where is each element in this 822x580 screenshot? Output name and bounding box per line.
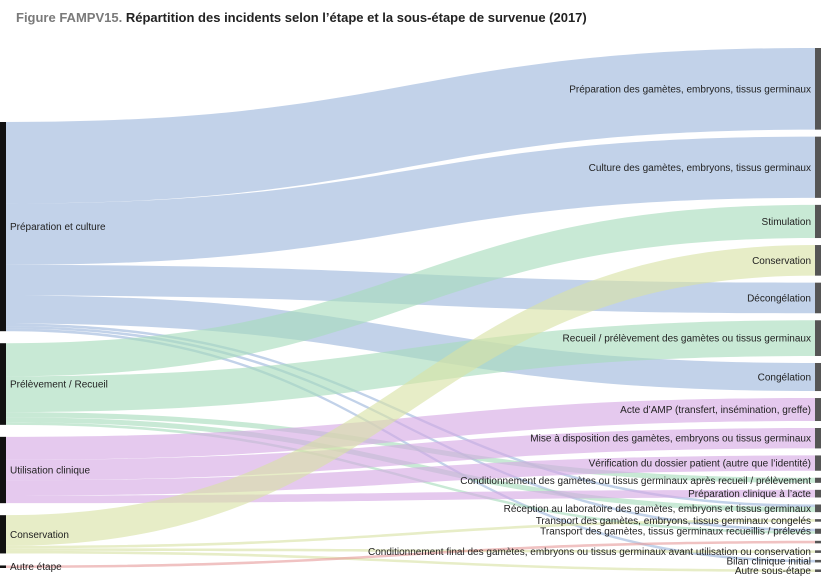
target-label-t_transcong: Transport des gamètes, embryons, tissus …	[536, 516, 811, 527]
target-label-t_prep: Préparation des gamètes, embryons, tissu…	[569, 84, 811, 95]
target-label-t_verif: Vérification du dossier patient (autre q…	[589, 459, 811, 470]
flow-util-to-t_acte	[6, 398, 815, 460]
target-label-t_autre: Autre sous-étape	[735, 566, 812, 577]
target-label-t_mise: Mise à disposition des gamètes, embryons…	[530, 434, 811, 445]
sankey-labels: Préparation et culture Prélèvement / Recu…	[10, 84, 811, 577]
flow-prel-to-t_recueil	[6, 320, 815, 413]
target-node-t_mise	[815, 428, 821, 449]
source-node-prep	[0, 122, 6, 332]
target-node-t_condrec	[815, 477, 821, 483]
source-node-cons	[0, 515, 6, 554]
target-node-t_transcong	[815, 519, 821, 522]
flow-util-to-t_verif	[6, 455, 815, 496]
figure-title: Figure FAMPV15. Répartition des incident…	[16, 10, 587, 25]
flow-prep-to-t_recept	[6, 323, 815, 508]
target-node-t_cons	[815, 245, 821, 276]
source-label-util: Utilisation clinique	[10, 466, 90, 477]
target-node-t_stim	[815, 204, 821, 239]
source-label-autre: Autre étape	[10, 562, 62, 573]
target-label-t_condfin: Conditionnement final des gamètes, embry…	[368, 547, 811, 558]
source-node-util	[0, 436, 6, 504]
target-node-t_decong	[815, 282, 821, 314]
target-label-t_cong: Congélation	[758, 373, 811, 384]
target-node-t_cult	[815, 136, 821, 198]
target-node-t_bilan	[815, 559, 821, 563]
target-label-t_stim: Stimulation	[762, 217, 811, 228]
source-node-autre	[0, 565, 6, 568]
target-label-t_cult: Culture des gamètes, embryons, tissus ge…	[589, 163, 811, 174]
target-label-t_recueil: Recueil / prélèvement des gamètes ou tis…	[563, 334, 811, 345]
target-node-t_prepclin	[815, 489, 821, 498]
target-node-t_acte	[815, 398, 821, 422]
sankey-links	[6, 48, 815, 572]
flow-cons-to-t_condfin	[6, 548, 815, 553]
flow-autre-to-t_blank	[6, 540, 815, 568]
flow-util-to-t_mise	[6, 428, 815, 481]
target-node-t_verif	[815, 455, 821, 471]
source-label-prep: Préparation et culture	[10, 222, 106, 233]
source-label-cons: Conservation	[10, 530, 69, 541]
flow-cons-to-t_autre	[6, 550, 815, 572]
target-label-t_prepclin: Préparation clinique à l’acte	[688, 489, 811, 500]
target-node-t_blank	[815, 540, 821, 544]
target-node-t_cong	[815, 362, 821, 392]
flow-prep-to-t_cong	[6, 295, 815, 392]
flow-prep-to-t_prep	[6, 48, 815, 204]
target-node-t_recueil	[815, 320, 821, 356]
flow-cons-to-t_transcong	[6, 519, 815, 549]
target-node-t_condfin	[815, 550, 821, 553]
target-label-t_recept: Réception au laboratoire des gamètes, em…	[504, 504, 811, 515]
target-node-t_recept	[815, 504, 821, 513]
target-label-t_acte: Acte d’AMP (transfert, insémination, gre…	[620, 405, 811, 416]
flow-prel-to-t_stim	[6, 204, 815, 377]
figure-title-text: Répartition des incidents selon l’étape …	[125, 10, 587, 25]
target-node-t_prep	[815, 48, 821, 130]
target-label-t_transrec: Transport des gamètes, tissus germinaux …	[540, 527, 811, 538]
target-node-t_autre	[815, 569, 821, 572]
figure-prefix: Figure FAMPV15.	[16, 10, 123, 25]
target-label-t_condrec: Conditionnement des gamètes ou tissus ge…	[460, 476, 811, 487]
target-label-t_bilan: Bilan clinique initial	[727, 557, 812, 568]
source-label-prel: Prélèvement / Recueil	[10, 380, 108, 391]
flow-cons-to-t_cons	[6, 245, 815, 546]
target-label-t_decong: Décongélation	[747, 293, 811, 304]
source-node-prel	[0, 343, 6, 425]
flow-prel-to-t_recept	[6, 417, 815, 513]
target-node-t_transrec	[815, 528, 821, 534]
target-label-t_cons: Conservation	[752, 256, 811, 267]
flow-prep-to-t_cult	[6, 136, 815, 265]
sankey-nodes	[0, 48, 821, 572]
